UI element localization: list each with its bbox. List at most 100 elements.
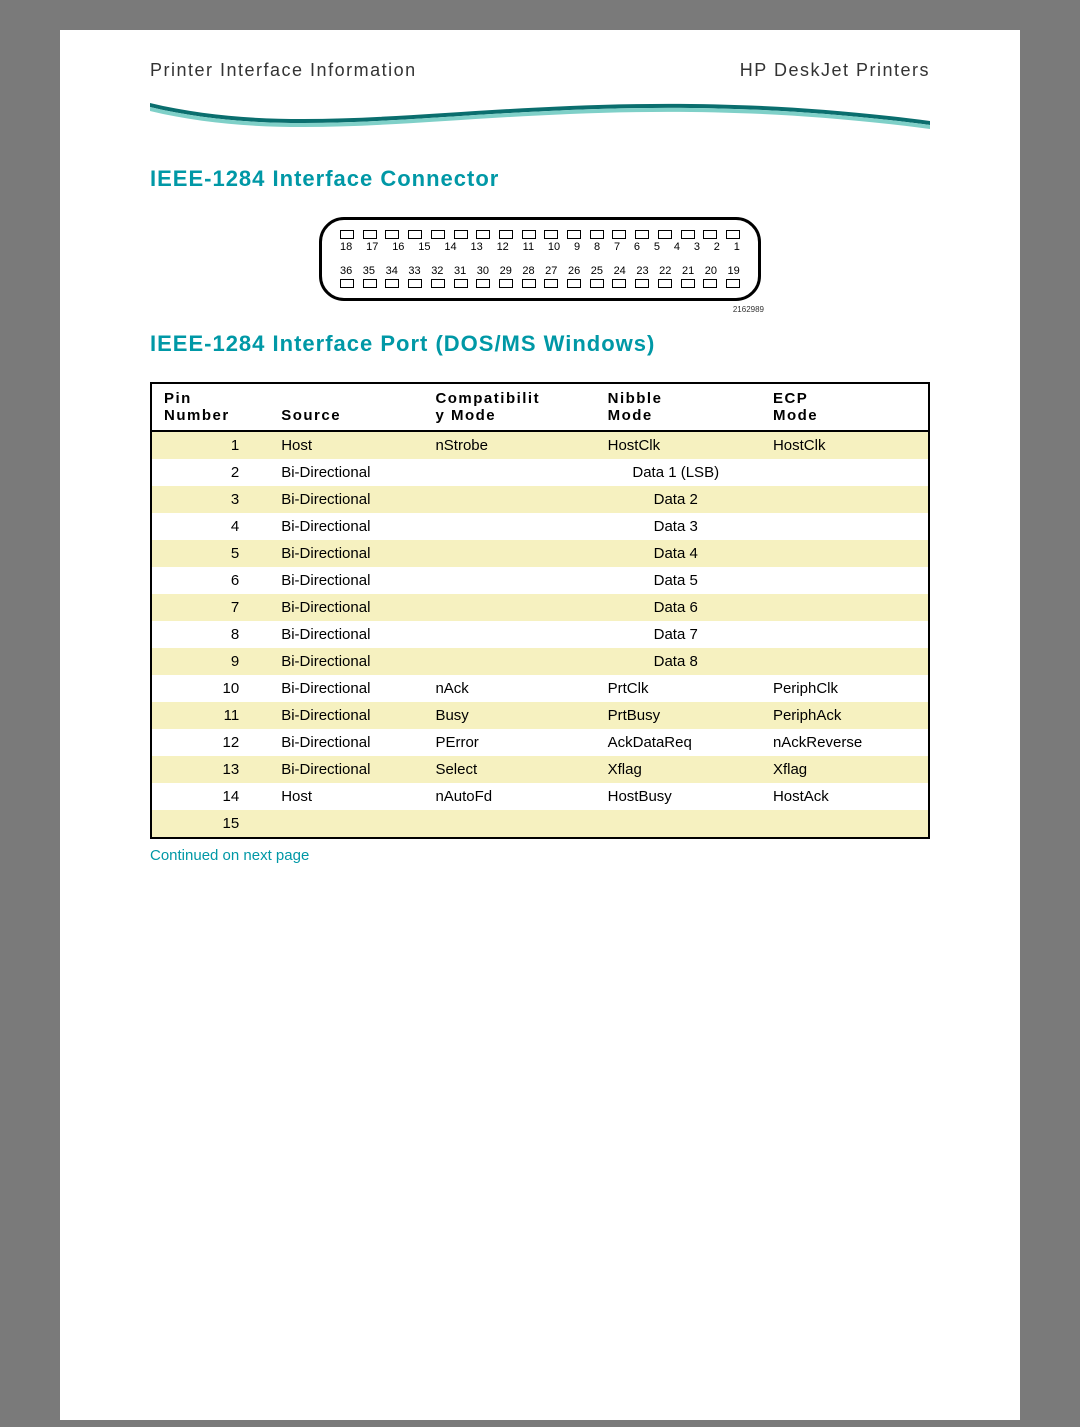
cell-nibble: PrtBusy <box>596 702 761 729</box>
cell-source: Bi-Directional <box>269 459 423 486</box>
cell-pin: 11 <box>151 702 269 729</box>
pin-label: 4 <box>674 241 680 253</box>
cell-source: Bi-Directional <box>269 594 423 621</box>
table-row: 10Bi-DirectionalnAckPrtClkPeriphClk <box>151 675 929 702</box>
pin-square <box>590 279 604 288</box>
cell-source: Host <box>269 783 423 810</box>
cell-source: Bi-Directional <box>269 567 423 594</box>
pin-square <box>726 279 740 288</box>
pin-square <box>476 230 490 239</box>
pin-square <box>454 279 468 288</box>
connector-diagram: 181716151413121110987654321 363534333231… <box>319 217 761 301</box>
connector-caption: 2162989 <box>733 305 764 314</box>
table-row: 9Bi-DirectionalData 8 <box>151 648 929 675</box>
cell-compat: nStrobe <box>423 431 595 459</box>
pin-label: 20 <box>705 265 717 277</box>
table-row: 13Bi-DirectionalSelectXflagXflag <box>151 756 929 783</box>
pin-square <box>681 279 695 288</box>
cell-data-span: Data 3 <box>423 513 929 540</box>
cell-pin: 10 <box>151 675 269 702</box>
connector-top-labels: 181716151413121110987654321 <box>340 241 740 253</box>
pin-label: 36 <box>340 265 352 277</box>
connector-bottom-labels: 363534333231302928272625242322212019 <box>340 265 740 277</box>
table-row: 7Bi-DirectionalData 6 <box>151 594 929 621</box>
connector-bottom-squares <box>340 279 740 288</box>
pin-square <box>454 230 468 239</box>
cell-pin: 2 <box>151 459 269 486</box>
continued-text: Continued on next page <box>150 847 930 864</box>
pin-label: 8 <box>594 241 600 253</box>
pin-square <box>408 230 422 239</box>
pin-label: 22 <box>659 265 671 277</box>
pin-label: 1 <box>734 241 740 253</box>
pin-square <box>590 230 604 239</box>
pin-label: 29 <box>500 265 512 277</box>
pin-square <box>522 230 536 239</box>
cell-pin: 15 <box>151 810 269 838</box>
pin-square <box>567 230 581 239</box>
cell-pin: 7 <box>151 594 269 621</box>
cell-pin: 5 <box>151 540 269 567</box>
cell-nibble <box>596 810 761 838</box>
pin-label: 17 <box>366 241 378 253</box>
pin-square <box>408 279 422 288</box>
pin-label: 7 <box>614 241 620 253</box>
cell-ecp: Xflag <box>761 756 929 783</box>
pin-square <box>385 230 399 239</box>
pin-square <box>544 279 558 288</box>
cell-pin: 6 <box>151 567 269 594</box>
th-source: Source <box>269 383 423 431</box>
pin-square <box>499 279 513 288</box>
pin-square <box>726 230 740 239</box>
pin-square <box>567 279 581 288</box>
pin-label: 6 <box>634 241 640 253</box>
pin-label: 31 <box>454 265 466 277</box>
pin-label: 13 <box>470 241 482 253</box>
pin-label: 35 <box>363 265 375 277</box>
cell-source: Bi-Directional <box>269 540 423 567</box>
cell-pin: 9 <box>151 648 269 675</box>
cell-source: Bi-Directional <box>269 621 423 648</box>
cell-data-span: Data 8 <box>423 648 929 675</box>
section-title-port: IEEE-1284 Interface Port (DOS/MS Windows… <box>150 331 930 357</box>
th-compat: Compatibility Mode <box>423 383 595 431</box>
pin-label: 5 <box>654 241 660 253</box>
pin-label: 34 <box>386 265 398 277</box>
pin-square <box>703 279 717 288</box>
cell-compat <box>423 810 595 838</box>
table-row: 15 <box>151 810 929 838</box>
th-nibble: NibbleMode <box>596 383 761 431</box>
pin-square <box>681 230 695 239</box>
cell-compat: Busy <box>423 702 595 729</box>
content-area: IEEE-1284 Interface Connector 1817161514… <box>60 166 1020 864</box>
table-body: 1HostnStrobeHostClkHostClk2Bi-Directiona… <box>151 431 929 838</box>
cell-pin: 12 <box>151 729 269 756</box>
cell-compat: nAck <box>423 675 595 702</box>
cell-source: Host <box>269 431 423 459</box>
cell-source: Bi-Directional <box>269 486 423 513</box>
cell-source: Bi-Directional <box>269 648 423 675</box>
table-row: 12Bi-DirectionalPErrorAckDataReqnAckReve… <box>151 729 929 756</box>
cell-ecp: nAckReverse <box>761 729 929 756</box>
cell-nibble: Xflag <box>596 756 761 783</box>
pin-label: 11 <box>523 241 534 253</box>
pin-label: 30 <box>477 265 489 277</box>
cell-pin: 4 <box>151 513 269 540</box>
pin-square <box>363 230 377 239</box>
cell-ecp: PeriphAck <box>761 702 929 729</box>
table-row: 14HostnAutoFdHostBusyHostAck <box>151 783 929 810</box>
cell-source: Bi-Directional <box>269 513 423 540</box>
pin-label: 25 <box>591 265 603 277</box>
cell-ecp: HostAck <box>761 783 929 810</box>
pin-square <box>363 279 377 288</box>
pin-square <box>612 279 626 288</box>
pin-label: 26 <box>568 265 580 277</box>
pin-label: 16 <box>392 241 404 253</box>
cell-source: Bi-Directional <box>269 702 423 729</box>
th-ecp: ECPMode <box>761 383 929 431</box>
cell-source: Bi-Directional <box>269 756 423 783</box>
cell-compat: nAutoFd <box>423 783 595 810</box>
cell-pin: 1 <box>151 431 269 459</box>
cell-ecp <box>761 810 929 838</box>
table-row: 3Bi-DirectionalData 2 <box>151 486 929 513</box>
